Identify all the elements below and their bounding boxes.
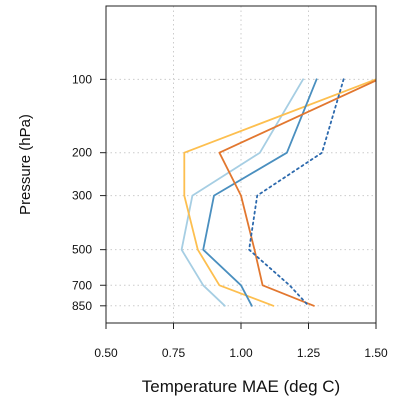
x-tick-label: 0.75	[162, 346, 186, 360]
x-axis-title: Temperature MAE (deg C)	[142, 377, 340, 396]
y-tick-label: 200	[72, 146, 92, 160]
series-group	[180, 78, 376, 307]
x-axis: 0.50 0.75 1.00 1.25 1.50	[94, 323, 388, 360]
x-tick-label: 1.00	[229, 346, 253, 360]
y-tick-label: 850	[72, 299, 92, 313]
y-tick-label: 700	[72, 278, 92, 292]
y-axis: 100 200 300 500 700 850	[72, 72, 106, 313]
series-line-4	[218, 79, 376, 307]
x-tick-label: 1.25	[297, 346, 321, 360]
x-tick-label: 0.50	[94, 346, 118, 360]
y-tick-label: 300	[72, 189, 92, 203]
series-line-3	[202, 78, 318, 307]
y-tick-label: 100	[72, 72, 92, 86]
series-line-1	[180, 78, 305, 307]
y-axis-title: Pressure (hPa)	[17, 114, 34, 215]
series-line-2	[183, 78, 376, 307]
y-tick-label: 500	[72, 243, 92, 257]
x-tick-label: 1.50	[364, 346, 388, 360]
series-line-5	[248, 78, 345, 307]
